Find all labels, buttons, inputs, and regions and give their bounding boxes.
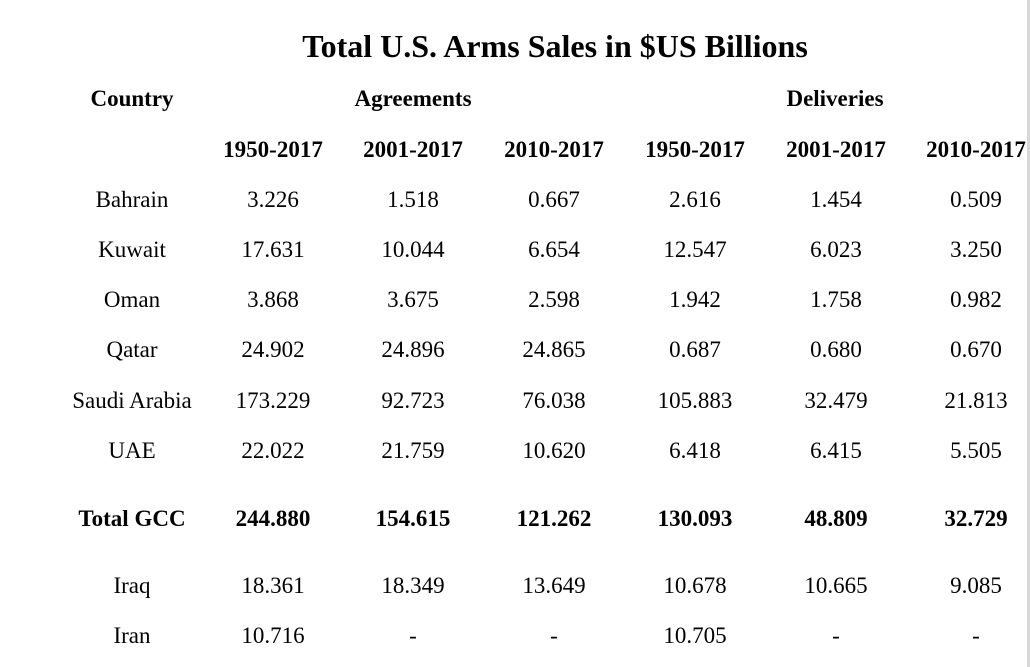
table-cell: 32.479 — [804, 388, 868, 413]
table-cell: 0.670 — [950, 337, 1002, 362]
table-cell: 76.038 — [522, 388, 586, 413]
row-label: Qatar — [106, 337, 158, 362]
row-label: Oman — [103, 287, 161, 312]
table-cell: 3.250 — [950, 237, 1002, 262]
table-cell: 154.615 — [375, 506, 451, 531]
table-cell: 2.616 — [669, 187, 721, 212]
table-cell: 0.667 — [528, 187, 580, 212]
table-title: Total U.S. Arms Sales in $US Billions — [302, 28, 808, 64]
table-cell: 1.758 — [810, 287, 862, 312]
table-cell: 3.675 — [387, 287, 439, 312]
table-cell: 0.680 — [810, 337, 862, 362]
table-cell: 2.598 — [528, 287, 580, 312]
row-label: Saudi Arabia — [72, 388, 192, 413]
table-cell: 3.868 — [247, 287, 299, 312]
column-header: 2001-2017 — [786, 137, 886, 162]
table-cell: 10.705 — [663, 623, 727, 648]
row-label: Bahrain — [95, 187, 169, 212]
table-cell: - — [832, 623, 840, 648]
row-label: Kuwait — [98, 237, 166, 262]
table-cell: 10.665 — [804, 573, 868, 598]
table-cell: 121.262 — [516, 506, 592, 531]
table-cell: 10.620 — [522, 438, 586, 463]
table-cell: 3.226 — [247, 187, 299, 212]
table-cell: 1.518 — [387, 187, 439, 212]
table-cell: 24.896 — [381, 337, 445, 362]
table-cell: 5.505 — [950, 438, 1002, 463]
table-cell: 24.902 — [241, 337, 305, 362]
table-cell: - — [972, 623, 980, 648]
table-cell: 10.678 — [663, 573, 727, 598]
table-cell: 21.813 — [944, 388, 1008, 413]
table-cell: 12.547 — [663, 237, 727, 262]
table-cell: 1.942 — [669, 287, 721, 312]
row-label: Total GCC — [78, 506, 186, 531]
table-cell: 9.085 — [950, 573, 1002, 598]
table-cell: 6.023 — [810, 237, 862, 262]
column-header: 2010-2017 — [504, 137, 604, 162]
column-header: 2001-2017 — [363, 137, 463, 162]
table-cell: 32.729 — [944, 506, 1008, 531]
table-cell: 17.631 — [241, 237, 305, 262]
table-cell: 173.229 — [235, 388, 311, 413]
table-cell: 6.418 — [669, 438, 721, 463]
table-cell: 13.649 — [522, 573, 586, 598]
table-cell: 21.759 — [381, 438, 445, 463]
row-label: Iraq — [113, 573, 151, 598]
table-cell: 1.454 — [810, 187, 862, 212]
table-cell: 0.687 — [669, 337, 721, 362]
table-cell: 22.022 — [241, 438, 305, 463]
table-cell: 6.415 — [810, 438, 862, 463]
table-cell: 24.865 — [522, 337, 586, 362]
column-header: 1950-2017 — [223, 137, 323, 162]
table-cell: - — [550, 623, 558, 648]
scrollbar-edge — [1027, 0, 1030, 667]
table-cell: 130.093 — [657, 506, 733, 531]
deliveries-header: Deliveries — [786, 86, 884, 111]
table-cell: 6.654 — [528, 237, 580, 262]
table-cell: 10.044 — [381, 237, 445, 262]
table-cell: 18.349 — [381, 573, 445, 598]
table-cell: 10.716 — [241, 623, 305, 648]
column-header: 2010-2017 — [926, 137, 1026, 162]
row-label: Iran — [113, 623, 151, 648]
table-cell: 92.723 — [381, 388, 445, 413]
table-cell: 0.982 — [950, 287, 1002, 312]
table-cell: 244.880 — [235, 506, 311, 531]
table-cell: 18.361 — [241, 573, 305, 598]
table-cell: 105.883 — [657, 388, 733, 413]
table-cell: 0.509 — [950, 187, 1002, 212]
agreements-header: Agreements — [354, 86, 472, 111]
column-header: 1950-2017 — [645, 137, 745, 162]
table-cell: 48.809 — [804, 506, 868, 531]
row-label: UAE — [108, 438, 156, 463]
country-header: Country — [90, 86, 174, 111]
table-cell: - — [409, 623, 417, 648]
